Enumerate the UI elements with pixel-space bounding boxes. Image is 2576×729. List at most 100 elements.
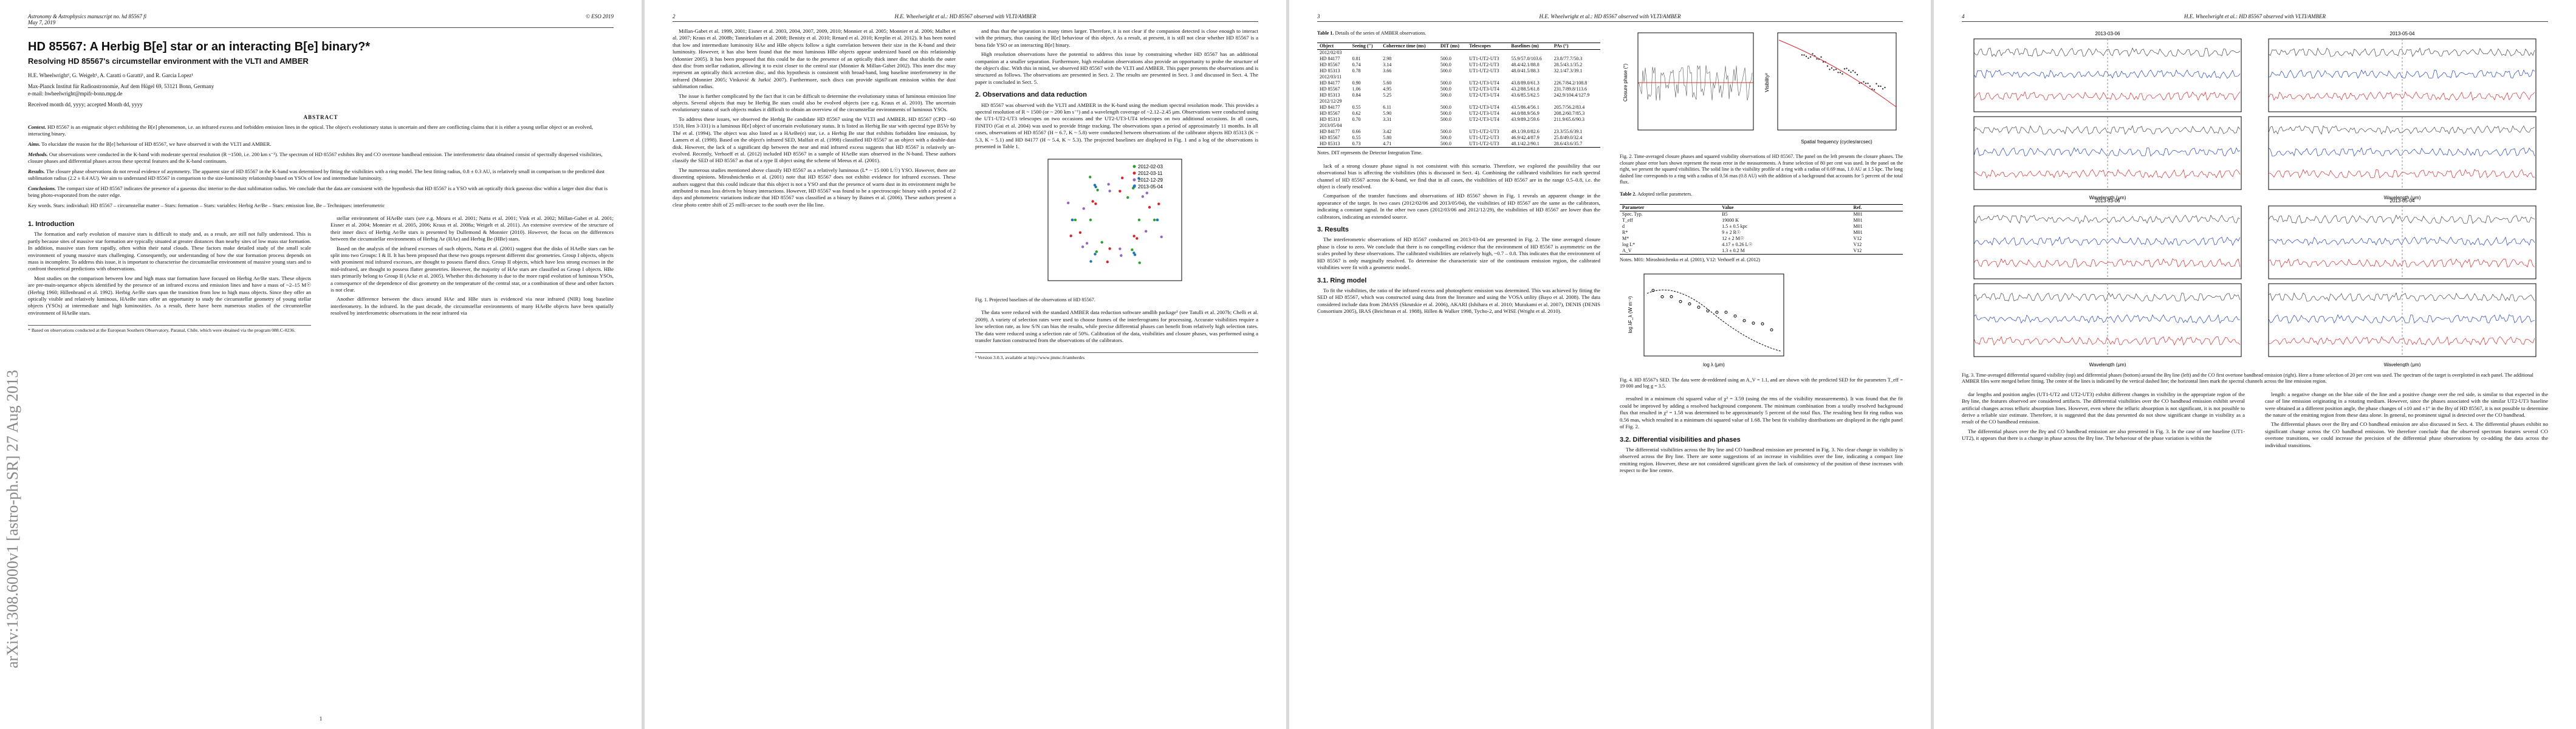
table-cell: 500.0: [1440, 141, 1451, 147]
page-number: 4: [1962, 13, 1965, 19]
trace: [1973, 169, 2241, 179]
paragraph: length: a negative change on the blue si…: [2265, 391, 2548, 419]
table-cell: UT1-UT2-UT3: [1469, 135, 1499, 141]
uv-point: [1148, 205, 1151, 208]
table-cell: 500.0: [1440, 111, 1451, 117]
uv-point: [1126, 196, 1129, 199]
table-row: HD 85567 1.06 4.95 500.0 UT2-UT3-UT4 43.2/88.…: [1317, 86, 1600, 92]
table-row: d 1.5 ± 0.5 kpc M01: [1620, 224, 1903, 230]
table-row: M* 12 ± 2 M☉ V12: [1620, 236, 1903, 242]
abstract-label: Results.: [28, 168, 45, 174]
abstract-label: Aims.: [28, 141, 41, 147]
table-cell: 19000 K: [1722, 217, 1739, 223]
table-cell: 4.71: [1383, 141, 1392, 147]
table-cell: HD 84177: [1320, 56, 1340, 62]
table-cell: A_V: [1622, 247, 1632, 253]
axis-label: Wavelength (μm): [2384, 362, 2421, 367]
visibility-point: [1865, 83, 1867, 84]
trace: [2268, 147, 2535, 157]
paragraph: Millan-Gabet et al. 1999, 2001; Eisner e…: [673, 28, 956, 90]
paragraph: Another difference between the discs aro…: [331, 296, 614, 317]
trace: [2268, 69, 2535, 79]
paragraph: The issue is further complicated by the …: [673, 92, 956, 113]
axis-label: Wavelength (μm): [2089, 195, 2126, 200]
columns: dar lengths and position angles (UT1-UT2…: [1962, 391, 2548, 451]
table-cell: [1552, 74, 1600, 80]
trace: [2268, 91, 2535, 101]
photometry-point: [1742, 319, 1746, 323]
trace: [2268, 169, 2535, 179]
visibility-point: [1848, 69, 1850, 72]
table-row: 2013/05/04: [1317, 123, 1600, 129]
uv-point: [1069, 234, 1072, 238]
plot-frame: [1643, 273, 1784, 357]
table-cell: d: [1622, 223, 1625, 229]
abstract-text: The closure phase observations do not re…: [28, 168, 605, 181]
table-cell: 0.70: [1352, 117, 1361, 123]
table-cell: UT2-UT3-UT4: [1469, 80, 1499, 86]
table-notes: Notes. M01: Miroshnichenko et al. (2001)…: [1620, 256, 1761, 262]
visibility-point: [1846, 67, 1848, 69]
table-cell: 43.6/85.5/62.5: [1511, 92, 1540, 98]
table-row: HD 85313 0.78 3.66 500.0 UT1-UT2-UT3 48.0/41.…: [1317, 68, 1600, 74]
uv-point: [1089, 218, 1092, 221]
running-header: Astronomy & Astrophysics manuscript no. …: [28, 13, 614, 28]
table-row: R* 9 ± 2 R☉ M01: [1620, 230, 1903, 236]
table-cell: 211.9/65.6/90.3: [1553, 117, 1584, 123]
column: and thus that the separation is many tim…: [975, 28, 1258, 361]
legend-label: 2012-02-03: [1138, 164, 1163, 169]
visibility-point: [1803, 54, 1805, 56]
table-caption: Table 1. Details of the series of AMBER …: [1317, 30, 1600, 36]
visibility-point: [1820, 56, 1822, 58]
table-cell: HD 85313: [1320, 92, 1340, 98]
table-cell: 500.0: [1440, 86, 1451, 92]
visibility-point: [1829, 69, 1831, 70]
column-header: DIT (ms): [1440, 43, 1460, 49]
photometry-point: [1688, 302, 1691, 306]
table-cell: UT2-UT3-UT4: [1469, 111, 1499, 117]
table-cell: [1467, 98, 1509, 104]
table-cell: UT1-UT2-UT3: [1469, 68, 1499, 74]
footnote: * Based on observations conducted at the…: [28, 325, 311, 334]
paragraph: The interferometric observations of HD 8…: [1317, 236, 1600, 271]
paragraph: stellar environment of HAeBe stars (see …: [331, 215, 614, 242]
axis-label: Closure phase (°): [1623, 64, 1628, 102]
visibility-point: [1852, 70, 1854, 72]
uv-point: [1137, 176, 1140, 180]
table-cell: [1552, 123, 1600, 129]
table-cell: 2013/05/04: [1320, 123, 1342, 129]
uv-point: [1153, 218, 1156, 221]
table-cell: 9 ± 2 R☉: [1722, 229, 1741, 235]
trace: [1973, 125, 2241, 135]
uv-point: [1067, 201, 1070, 204]
figure: log λ (μm) log λF_λ (W m⁻²): [1628, 273, 1784, 368]
uv-point: [1145, 229, 1148, 233]
panel-title: 2013-05-04: [2390, 198, 2415, 204]
table-cell: 0.55: [1352, 135, 1361, 141]
table-row: A_V 1.3 ± 0.2 M V12: [1620, 248, 1903, 255]
table-cell: HD 85567: [1320, 111, 1340, 117]
uv-point: [1085, 241, 1089, 245]
table-cell: V12: [1853, 241, 1862, 247]
table-cell: 2012/12/29: [1320, 98, 1342, 104]
table-row: 2012/12/29: [1317, 98, 1600, 104]
paragraph: To fit the visibilities, the ratio of th…: [1317, 287, 1600, 315]
column-header: Baselines (m): [1511, 43, 1539, 49]
table-cell: 500.0: [1440, 129, 1451, 135]
date: May 7, 2019: [28, 19, 56, 26]
table-cell: 23.8/77.7/50.3: [1553, 56, 1583, 62]
table-cell: HD 84177: [1320, 104, 1340, 111]
visibility-point: [1805, 55, 1807, 58]
figure-caption: Fig. 1. Projected baselines of the obser…: [975, 296, 1095, 303]
sed-model: [1646, 290, 1781, 352]
uv-point: [1108, 189, 1111, 193]
table-cell: 0.62: [1352, 111, 1361, 117]
ring-model: [1778, 39, 1897, 108]
trace: [1973, 236, 2241, 246]
visibility-point: [1839, 72, 1841, 74]
columns: Table 1. Details of the series of AMBER …: [1317, 28, 1903, 477]
table-cell: [1380, 98, 1438, 104]
column-header: Value: [1722, 204, 1734, 210]
table-cell: HD 85567: [1320, 86, 1340, 92]
